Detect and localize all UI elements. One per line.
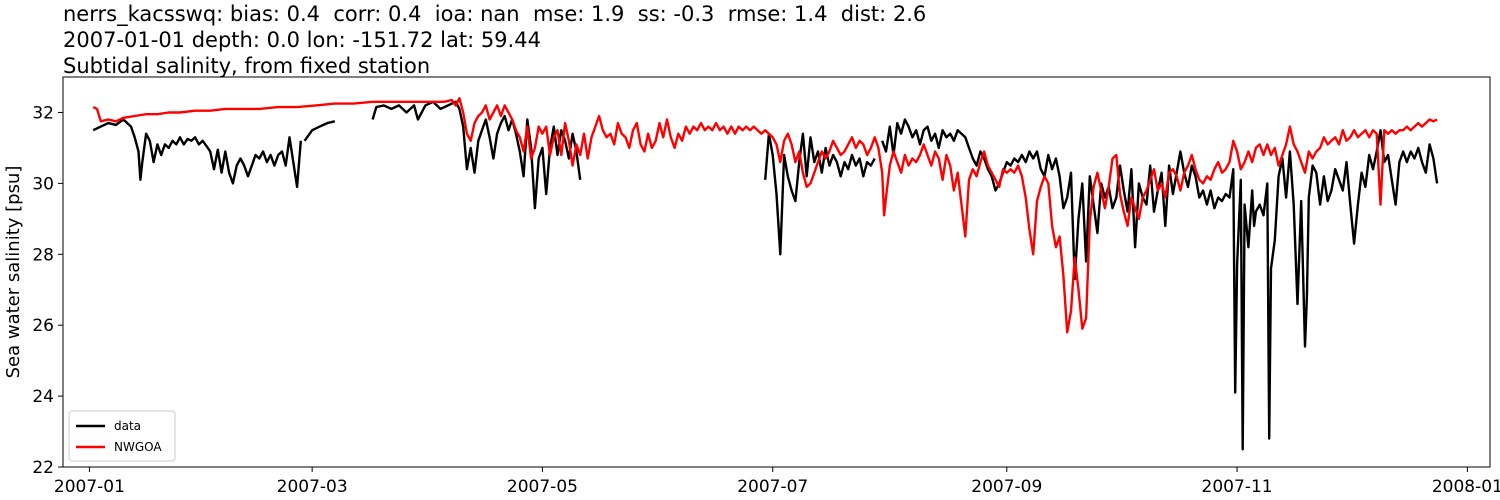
y-tick-label: 30 (32, 174, 54, 194)
y-tick-label: 28 (32, 245, 54, 265)
x-tick-label: 2007-09 (971, 477, 1042, 497)
series-data-line (303, 120, 336, 142)
legend-box (68, 410, 176, 462)
x-tick-label: 2007-11 (1202, 477, 1273, 497)
series-data-line (458, 108, 582, 210)
series-data-line (92, 118, 302, 189)
x-tick-label: 2007-01 (54, 477, 125, 497)
y-tick-label: 32 (32, 103, 54, 123)
legend-label-data: data (114, 419, 141, 433)
legend-label-nwgoa: NWGOA (114, 440, 162, 454)
chart-title-block: nerrs_kacsswq: bias: 0.4 corr: 0.4 ioa: … (63, 1, 926, 79)
series-nwgoa-line (92, 97, 1438, 334)
chart-title-stats: nerrs_kacsswq: bias: 0.4 corr: 0.4 ioa: … (63, 2, 927, 26)
series-data-line (764, 132, 876, 256)
chart-title-station: 2007-01-01 depth: 0.0 lon: -151.72 lat: … (63, 28, 541, 52)
y-tick-label: 22 (32, 458, 54, 478)
series-data-line (881, 118, 1439, 451)
x-tick-label: 2007-03 (277, 477, 348, 497)
y-tick-label: 24 (32, 387, 54, 407)
x-tick-label: 2007-07 (737, 477, 808, 497)
y-tick-label: 26 (32, 316, 54, 336)
chart-title-description: Subtidal salinity, from fixed station (63, 54, 431, 78)
series-data-line (371, 100, 461, 121)
x-tick-label: 2008-01 (1432, 477, 1500, 497)
plot-frame (62, 76, 1491, 468)
y-axis-title: Sea water salinity [psu] (3, 166, 24, 379)
x-tick-label: 2007-05 (507, 477, 578, 497)
